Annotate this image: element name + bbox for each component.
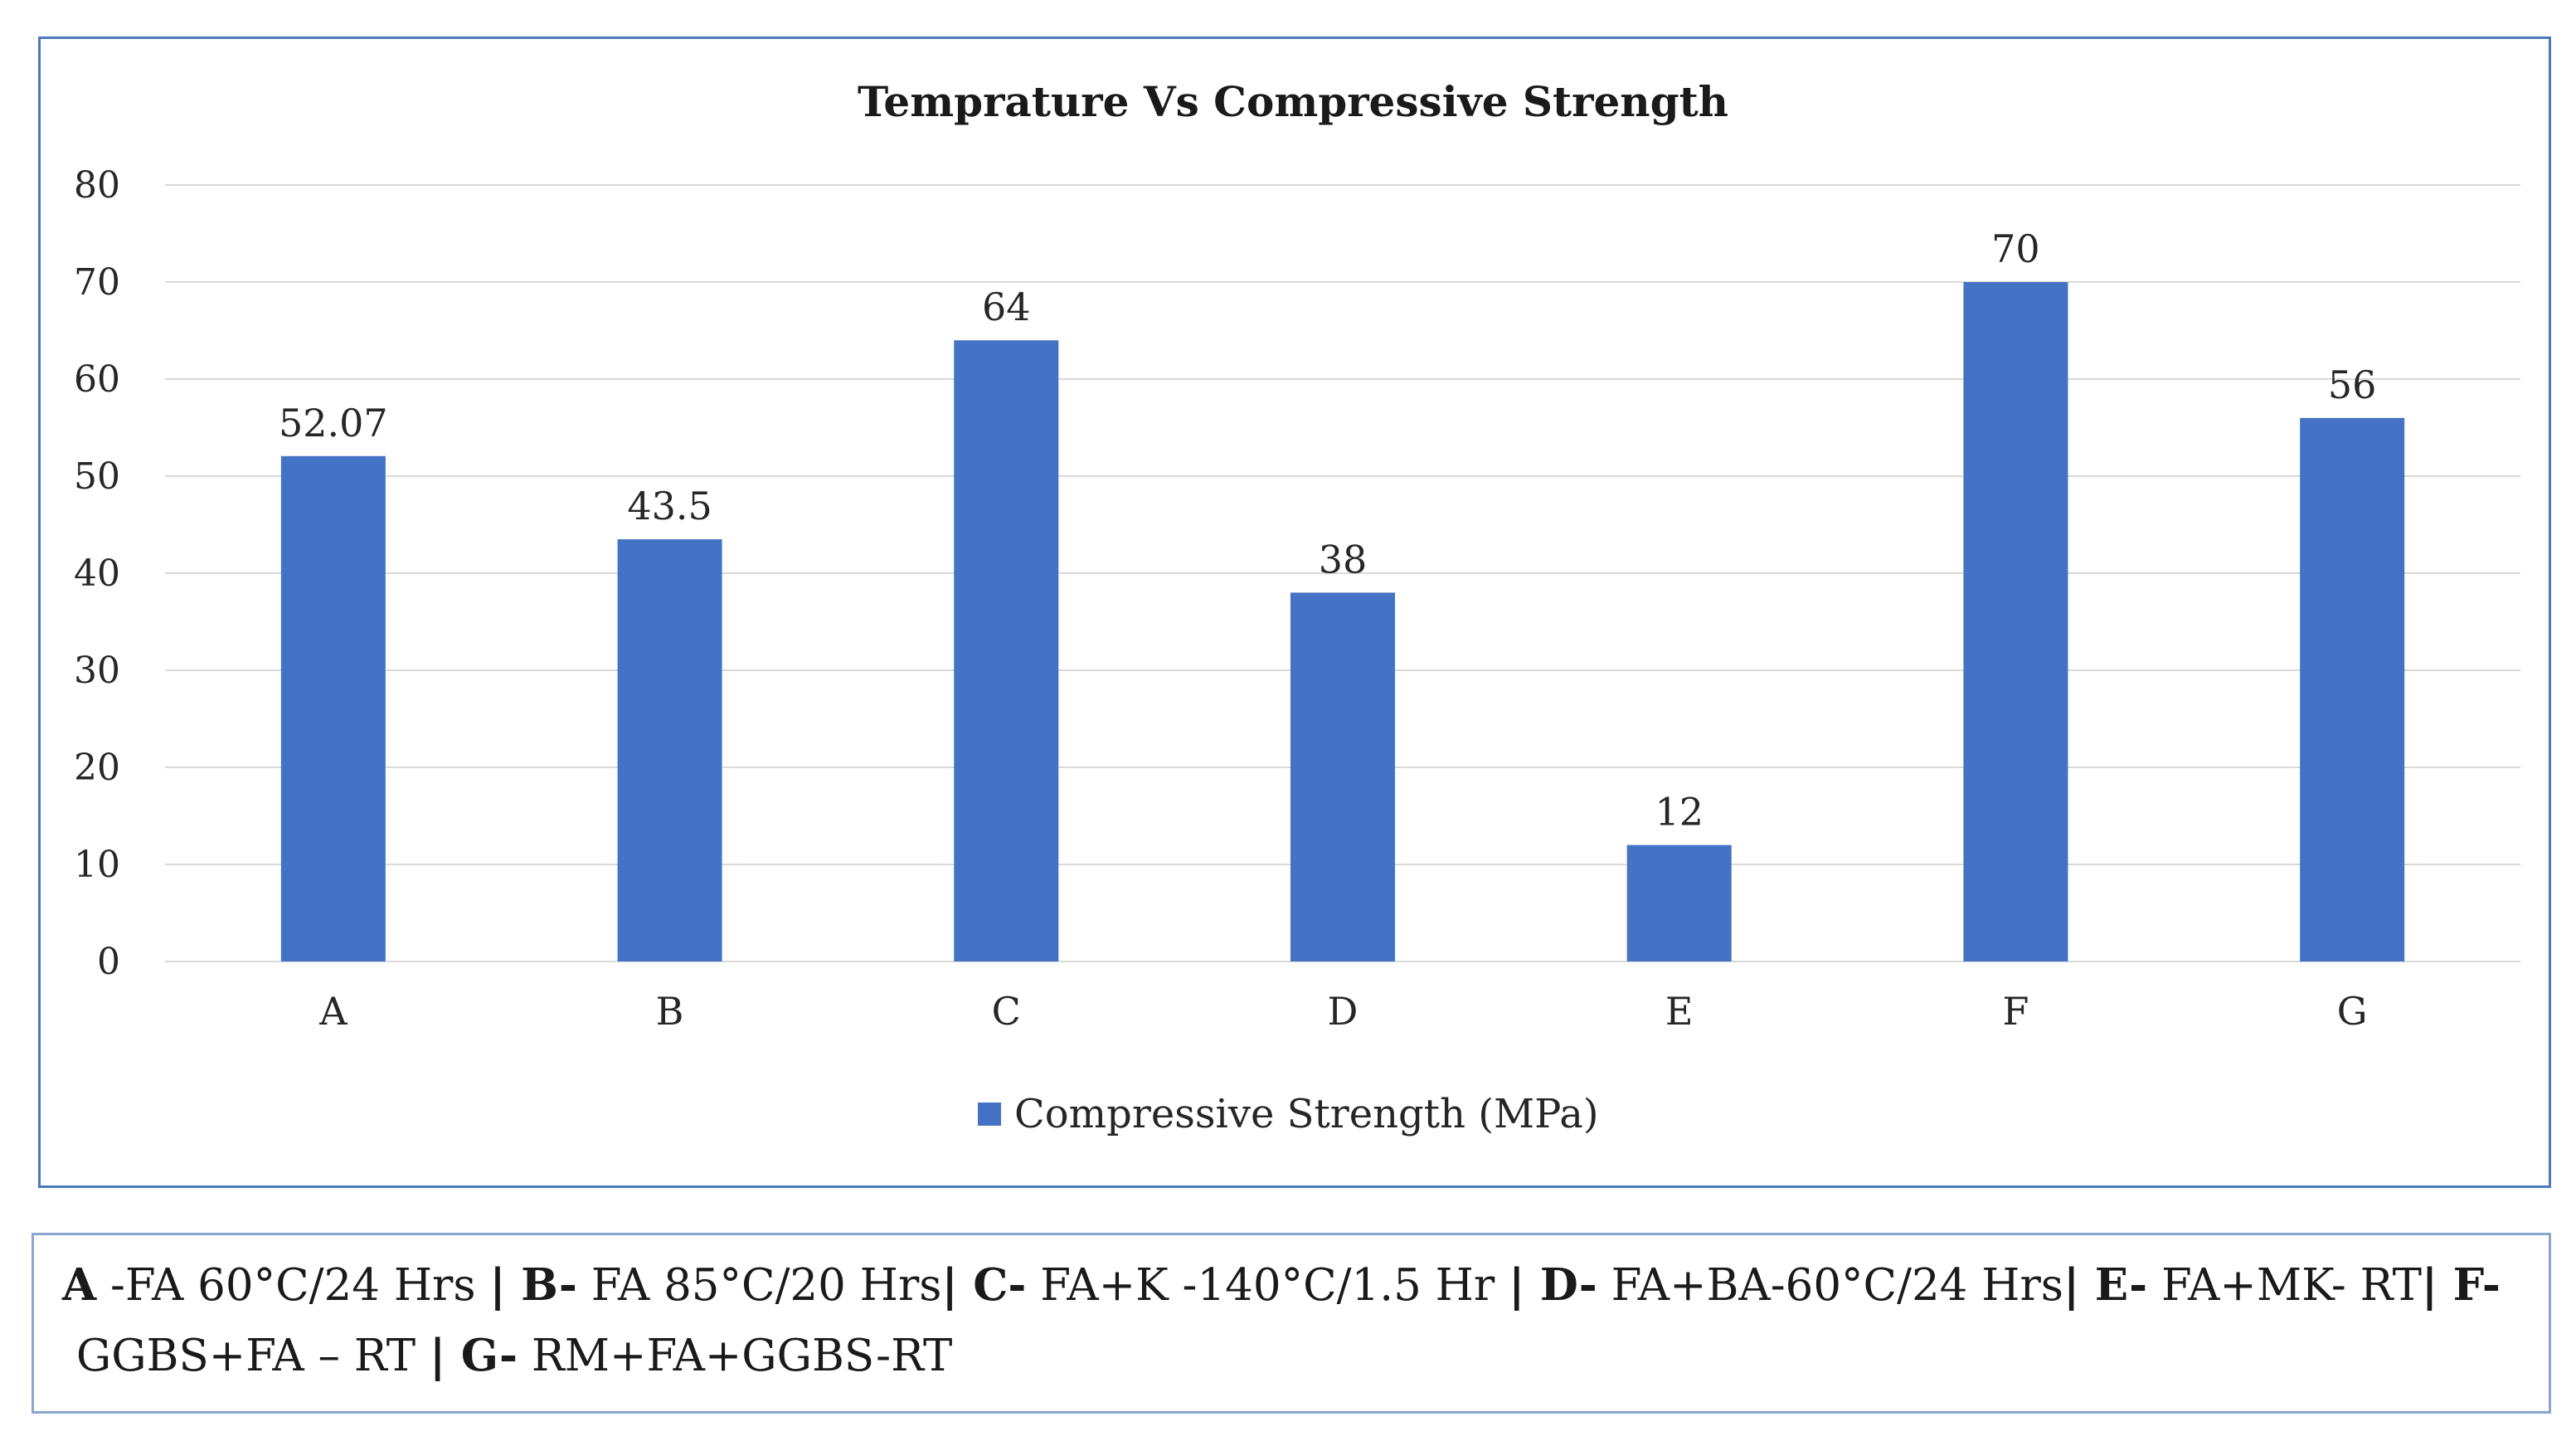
caption-text: FA 60°C/24 Hrs bbox=[124, 1260, 490, 1311]
y-tick-label: 0 bbox=[97, 941, 120, 983]
x-tick-label: D bbox=[1328, 989, 1358, 1034]
caption-item: B- FA 85°C/20 Hrs| bbox=[521, 1259, 974, 1311]
caption-divider: | bbox=[2063, 1259, 2095, 1311]
y-tick-label: 20 bbox=[74, 747, 120, 789]
caption-item: A -FA 60°C/24 Hrs | bbox=[62, 1259, 522, 1311]
chart-frame: Temprature Vs Compressive Strength 0 10 20… bbox=[38, 37, 2551, 1188]
caption-item: C- FA+K -140°C/1.5 Hr | bbox=[973, 1259, 1540, 1311]
data-labels: 52.07 43.5 64 38 12 70 56 bbox=[279, 226, 2376, 835]
caption-text: GGBS+FA – RT bbox=[75, 1331, 430, 1381]
bar-f bbox=[1963, 282, 2068, 961]
caption-divider: | bbox=[489, 1259, 522, 1311]
y-tick-label: 10 bbox=[74, 844, 120, 886]
bar-e bbox=[1626, 845, 1732, 961]
caption-key: B- bbox=[521, 1259, 577, 1311]
legend: Compressive Strength (MPa) bbox=[978, 1091, 1599, 1137]
caption-text: FA+BA-60°C/24 Hrs bbox=[1611, 1260, 2063, 1311]
chart-caption: A -FA 60°C/24 Hrs | B- FA 85°C/20 Hrs| C… bbox=[32, 1233, 2551, 1414]
x-axis-ticks: A B C D E F G bbox=[318, 989, 2367, 1034]
chart-title: Temprature Vs Compressive Strength bbox=[858, 77, 1728, 126]
legend-label: Compressive Strength (MPa) bbox=[1014, 1091, 1599, 1137]
caption-key: F- bbox=[2452, 1259, 2501, 1311]
x-tick-label: A bbox=[318, 989, 348, 1034]
x-tick-label: G bbox=[2337, 989, 2368, 1034]
caption-key: D- bbox=[1539, 1259, 1597, 1311]
data-label-g: 56 bbox=[2328, 363, 2377, 407]
y-tick-label: 80 bbox=[74, 164, 120, 207]
bar-a bbox=[280, 455, 386, 961]
caption-text: FA+K -140°C/1.5 Hr bbox=[1040, 1260, 1509, 1311]
legend-swatch bbox=[978, 1103, 1001, 1126]
data-label-d: 38 bbox=[1319, 537, 1368, 582]
caption-key: E- bbox=[2094, 1259, 2148, 1311]
bar-chart: Temprature Vs Compressive Strength 0 10 20… bbox=[74, 77, 2520, 1137]
caption-item: G- RM+FA+GGBS-RT bbox=[460, 1330, 953, 1381]
y-axis-ticks: 0 10 20 30 40 50 60 70 80 bbox=[74, 164, 120, 983]
x-tick-label: F bbox=[2002, 989, 2029, 1034]
bar-g bbox=[2300, 417, 2405, 961]
y-tick-label: 70 bbox=[74, 261, 120, 304]
x-tick-label: E bbox=[1665, 989, 1694, 1034]
caption-key: A bbox=[62, 1259, 97, 1311]
caption-item: F- GGBS+FA – RT | bbox=[62, 1259, 2501, 1381]
caption-divider: | bbox=[1509, 1259, 1540, 1311]
caption-divider: | bbox=[2421, 1259, 2453, 1311]
caption-key: G- bbox=[460, 1330, 518, 1381]
caption-separator bbox=[577, 1260, 591, 1311]
x-tick-label: B bbox=[656, 989, 684, 1034]
caption-separator bbox=[518, 1331, 532, 1381]
gridlines bbox=[165, 184, 2520, 962]
data-label-c: 64 bbox=[982, 285, 1031, 329]
caption-key: C- bbox=[973, 1259, 1027, 1311]
bar-d bbox=[1290, 592, 1395, 961]
caption-item: E- FA+MK- RT| bbox=[2094, 1259, 2453, 1311]
y-tick-label: 40 bbox=[74, 552, 120, 595]
caption-separator bbox=[62, 1331, 76, 1381]
caption-separator: - bbox=[96, 1260, 125, 1311]
y-tick-label: 30 bbox=[74, 650, 120, 692]
caption-text: FA 85°C/20 Hrs bbox=[591, 1260, 942, 1311]
caption-separator bbox=[1026, 1260, 1040, 1311]
x-tick-label: C bbox=[992, 989, 1021, 1034]
data-label-e: 12 bbox=[1655, 790, 1704, 835]
caption-separator bbox=[1597, 1260, 1611, 1311]
caption-item: D- FA+BA-60°C/24 Hrs| bbox=[1539, 1259, 2095, 1311]
data-label-f: 70 bbox=[1991, 226, 2040, 271]
bar-b bbox=[617, 539, 722, 961]
caption-separator bbox=[2147, 1260, 2161, 1311]
caption-divider: | bbox=[941, 1259, 974, 1311]
bars bbox=[280, 282, 2405, 961]
data-label-a: 52.07 bbox=[279, 401, 388, 445]
caption-text: FA+MK- RT bbox=[2160, 1260, 2422, 1311]
bar-c bbox=[954, 340, 1059, 961]
data-label-b: 43.5 bbox=[627, 484, 712, 528]
y-tick-label: 50 bbox=[74, 455, 120, 498]
caption-text: RM+FA+GGBS-RT bbox=[531, 1331, 953, 1381]
caption-divider: | bbox=[430, 1330, 461, 1381]
y-tick-label: 60 bbox=[74, 358, 120, 401]
